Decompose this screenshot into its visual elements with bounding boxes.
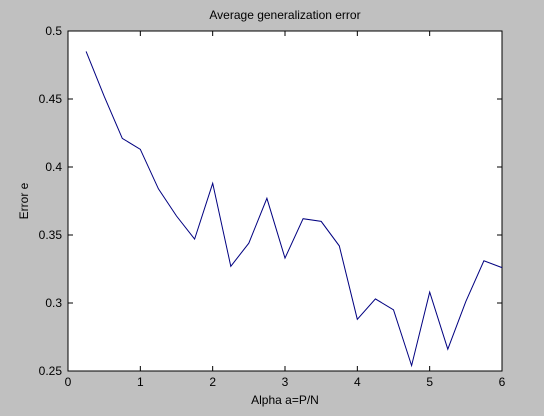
- x-tick-label: 4: [354, 375, 361, 389]
- y-tick-label: 0.45: [39, 92, 63, 106]
- y-tick-label: 0.3: [45, 296, 62, 310]
- chart-title: Average generalization error: [209, 8, 360, 22]
- y-tick-label: 0.5: [45, 24, 62, 38]
- y-tick-label: 0.35: [39, 228, 63, 242]
- x-axis-ticks: 0 1 2 3 4 5 6: [65, 31, 506, 389]
- series-group: [85, 51, 503, 368]
- y-tick-label: 0.25: [39, 364, 63, 378]
- x-tick-label: 5: [426, 375, 433, 389]
- plot-area: [67, 30, 503, 372]
- x-tick-label: 3: [282, 375, 289, 389]
- series-line: [85, 51, 503, 368]
- x-tick-label: 1: [137, 375, 144, 389]
- x-tick-label: 2: [209, 375, 216, 389]
- x-axis-label: Alpha a=P/N: [251, 393, 319, 407]
- y-axis-label: Error e: [17, 182, 31, 219]
- x-tick-label: 6: [499, 375, 506, 389]
- y-tick-label: 0.4: [45, 160, 62, 174]
- y-axis-ticks: 0.25 0.3 0.35 0.4 0.45 0.5: [39, 24, 502, 378]
- x-tick-label: 0: [65, 375, 72, 389]
